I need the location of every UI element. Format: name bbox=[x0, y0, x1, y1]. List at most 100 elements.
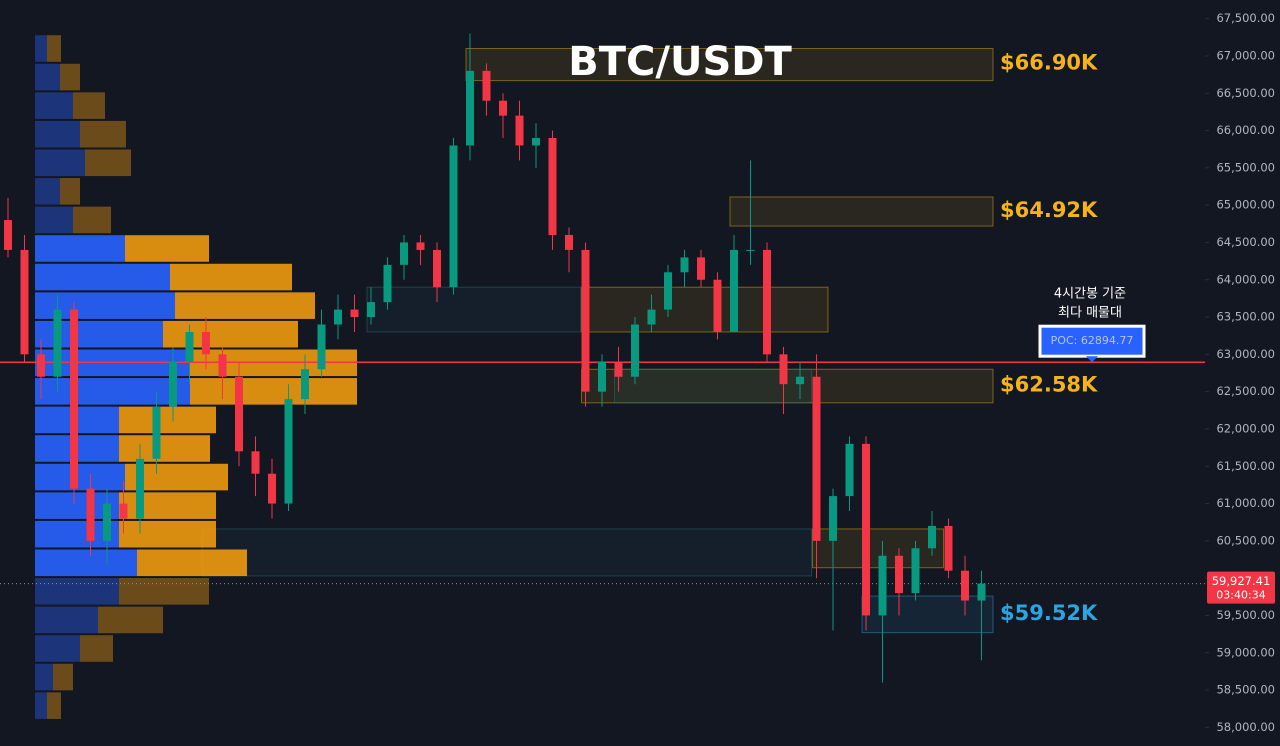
y-tick-label: 59,000.00 bbox=[1216, 645, 1275, 659]
candle-body bbox=[598, 361, 606, 392]
profile-buy bbox=[35, 635, 80, 662]
y-tick-label: 61,000.00 bbox=[1216, 496, 1275, 510]
profile-sell bbox=[80, 120, 126, 148]
profile-sell bbox=[80, 635, 113, 662]
candle-body bbox=[20, 249, 29, 355]
annotation: 최다 매물대 bbox=[1058, 306, 1122, 321]
candle-body bbox=[977, 583, 986, 601]
profile-buy bbox=[35, 206, 73, 234]
candle-body bbox=[565, 234, 573, 250]
profile-sell bbox=[175, 292, 315, 319]
y-tick-label: 66,000.00 bbox=[1216, 123, 1275, 137]
candle-body bbox=[334, 309, 342, 325]
profile-sell bbox=[163, 320, 298, 348]
candle-body bbox=[119, 503, 128, 519]
profile-buy bbox=[35, 63, 60, 91]
profile-sell bbox=[60, 178, 80, 205]
candle-body bbox=[532, 138, 540, 146]
profile-buy bbox=[35, 692, 47, 719]
y-tick-label: 65,500.00 bbox=[1216, 160, 1275, 174]
profile-buy bbox=[35, 463, 125, 491]
y-tick-label: 66,500.00 bbox=[1216, 86, 1275, 100]
countdown-label: 03:40:34 bbox=[1216, 589, 1265, 602]
candle-body bbox=[235, 376, 243, 452]
candle-body bbox=[53, 309, 62, 377]
candle-body bbox=[944, 525, 953, 571]
candle-body bbox=[631, 324, 639, 377]
poc-label: POC: 62894.77 bbox=[1051, 334, 1134, 347]
y-tick-label: 65,000.00 bbox=[1216, 198, 1275, 212]
profile-sell bbox=[170, 263, 292, 291]
candle-body bbox=[301, 369, 309, 400]
profile-sell bbox=[119, 520, 216, 548]
candle-body bbox=[895, 555, 903, 594]
zone-label: $66.90K bbox=[1000, 50, 1098, 74]
zone bbox=[581, 286, 829, 333]
profile-buy bbox=[35, 578, 119, 605]
price-label: 59,927.41 bbox=[1212, 574, 1271, 588]
candle-body bbox=[37, 354, 45, 377]
poc-pointer bbox=[1086, 356, 1098, 363]
y-tick-label: 64,000.00 bbox=[1216, 272, 1275, 286]
candle-body bbox=[202, 331, 210, 355]
profile-sell bbox=[125, 235, 209, 262]
candle-body bbox=[350, 309, 359, 318]
y-tick-label: 58,500.00 bbox=[1216, 683, 1275, 697]
profile-sell bbox=[73, 92, 105, 119]
profile-buy bbox=[35, 263, 170, 291]
profile-sell bbox=[85, 149, 131, 177]
candle-body bbox=[829, 496, 837, 541]
zone bbox=[201, 528, 812, 577]
candle-body bbox=[664, 272, 672, 310]
candle-body bbox=[713, 279, 722, 332]
candle-body bbox=[433, 249, 441, 288]
y-tick-label: 63,000.00 bbox=[1216, 347, 1275, 361]
poc-box bbox=[1038, 324, 1146, 358]
profile-sell bbox=[53, 663, 73, 691]
candle-body bbox=[218, 354, 227, 377]
candle-body bbox=[284, 399, 293, 504]
profile-sell bbox=[119, 435, 210, 462]
candle-body bbox=[647, 309, 656, 325]
candle-body bbox=[878, 555, 887, 616]
candle-body bbox=[515, 115, 524, 146]
candle-body bbox=[928, 525, 936, 549]
candle-body bbox=[169, 361, 177, 407]
candle-body bbox=[614, 361, 623, 377]
profile-buy bbox=[35, 149, 85, 177]
zone bbox=[614, 368, 812, 404]
profile-sell bbox=[47, 35, 61, 62]
candle-body bbox=[862, 443, 870, 616]
profile-buy bbox=[35, 606, 98, 634]
profile-buy bbox=[35, 549, 137, 577]
y-tick-label: 59,500.00 bbox=[1216, 608, 1275, 622]
candle-body bbox=[911, 548, 920, 594]
y-tick-label: 63,500.00 bbox=[1216, 310, 1275, 324]
candle-body bbox=[383, 264, 392, 303]
profile-buy bbox=[35, 378, 190, 405]
candle-body bbox=[466, 70, 474, 146]
profile-sell bbox=[190, 378, 357, 405]
candle-body bbox=[548, 138, 557, 235]
candle-body bbox=[70, 309, 78, 489]
y-tick-label: 62,000.00 bbox=[1216, 421, 1275, 435]
candle-body bbox=[185, 331, 194, 362]
candle-body bbox=[103, 503, 111, 541]
y-tick-label: 64,500.00 bbox=[1216, 235, 1275, 249]
y-tick-label: 67,500.00 bbox=[1216, 11, 1275, 25]
candle-body bbox=[86, 488, 95, 541]
candle-body bbox=[499, 100, 507, 116]
zone bbox=[366, 286, 581, 333]
candle-body bbox=[812, 376, 821, 541]
y-tick-label: 61,500.00 bbox=[1216, 459, 1275, 473]
profile-sell bbox=[47, 692, 61, 719]
candle-body bbox=[961, 570, 969, 601]
profile-buy bbox=[35, 92, 73, 119]
profile-sell bbox=[119, 578, 209, 605]
profile-buy bbox=[35, 120, 80, 148]
price-label-box bbox=[1207, 571, 1275, 604]
candle-body bbox=[697, 257, 705, 280]
zone bbox=[729, 196, 994, 227]
